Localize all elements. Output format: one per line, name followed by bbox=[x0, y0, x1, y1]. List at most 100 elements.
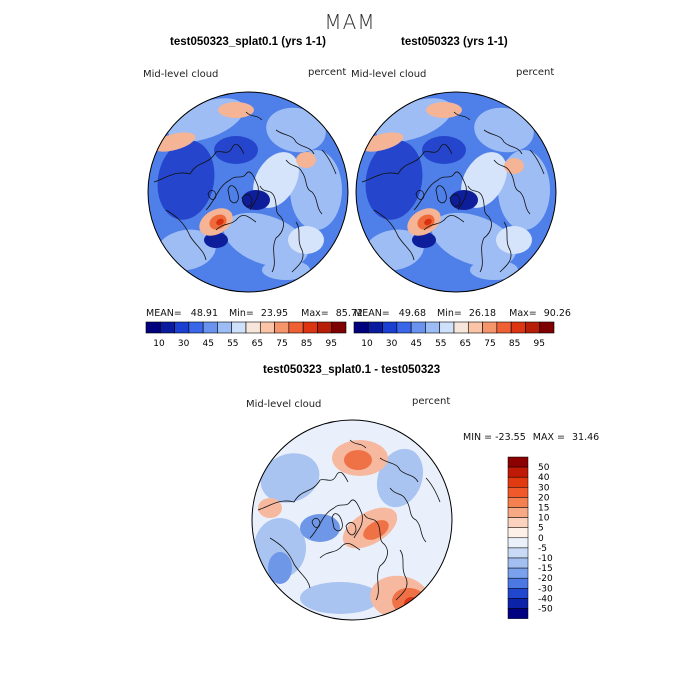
panel2-variable-label: Mid-level cloud bbox=[351, 69, 427, 80]
diff-colorbar-swatch bbox=[507, 567, 529, 579]
diff-polar-map bbox=[251, 419, 453, 621]
panel1-units-label: percent bbox=[308, 67, 347, 78]
diff-colorbar-tick-label: 15 bbox=[538, 504, 549, 514]
panel1-colorbar-tick-label: 85 bbox=[301, 339, 312, 349]
panel1-colorbar-tick-label: 95 bbox=[325, 339, 336, 349]
map1-outline bbox=[147, 91, 349, 293]
diff-colorbar-swatch bbox=[507, 507, 529, 518]
map1-coastlines bbox=[153, 111, 337, 273]
diff-colorbar-tick-label: -40 bbox=[538, 594, 553, 604]
panel2-colorbar-swatch bbox=[353, 321, 369, 334]
diff-colorbar-tick-label: 10 bbox=[538, 514, 550, 524]
panel1-mean-label: MEAN= bbox=[146, 308, 182, 319]
diff-colorbar-tick-label: 5 bbox=[538, 524, 544, 534]
diff-colorbar-tick-label: -5 bbox=[538, 544, 547, 554]
panel1-colorbar-swatch bbox=[288, 321, 304, 334]
panel2-min-value: 26.18 bbox=[468, 308, 497, 319]
diff-minmax: MIN = -23.55 MAX = 31.46 bbox=[463, 432, 599, 443]
panel2-max-label: Max= bbox=[509, 308, 537, 319]
panel1-colorbar-tick-label: 10 bbox=[153, 339, 165, 349]
panel2-colorbar-swatch bbox=[425, 321, 441, 334]
panel1-colorbar-swatch bbox=[317, 321, 333, 334]
diff-colorbar-tick-label: 0 bbox=[538, 534, 544, 544]
diff-min-value: -23.55 bbox=[495, 432, 526, 443]
map1-field bbox=[148, 92, 348, 292]
panel2-colorbar-swatch bbox=[482, 321, 498, 334]
panel1-colorbar-tick-label: 65 bbox=[252, 339, 263, 349]
field-region bbox=[470, 260, 518, 280]
field-region bbox=[260, 453, 320, 503]
diff-colorbar-tick-label: -10 bbox=[538, 554, 553, 564]
field-region bbox=[412, 232, 436, 248]
panel2-colorbar-tick-label: 75 bbox=[484, 339, 495, 349]
field-region bbox=[431, 212, 517, 268]
diff-colorbar-swatch bbox=[507, 608, 529, 619]
diff-colorbar-swatch bbox=[507, 527, 529, 539]
field-region bbox=[300, 514, 340, 542]
field-region bbox=[424, 218, 432, 226]
field-region bbox=[254, 518, 306, 578]
diff-colorbar-swatch bbox=[507, 466, 529, 478]
map3-outline bbox=[251, 419, 453, 621]
panel2-colorbar-tick-label: 55 bbox=[435, 339, 446, 349]
panel2-colorbar-swatch bbox=[510, 321, 526, 334]
field-region bbox=[360, 132, 404, 152]
diff-colorbar-swatch bbox=[507, 487, 529, 498]
panel1-min-label: Min= bbox=[229, 308, 254, 319]
diff-max-label: MAX = bbox=[532, 432, 565, 443]
panel1-colorbar-swatch bbox=[202, 321, 218, 334]
panel2-colorbar-tick-label: 10 bbox=[361, 339, 373, 349]
panel2-stats: MEAN= 49.68 Min= 26.18 Max= 90.26 bbox=[354, 308, 571, 319]
diff-colorbar-swatch bbox=[507, 577, 529, 589]
panel2-max-value: 90.26 bbox=[543, 308, 571, 319]
panel2-colorbar-swatch bbox=[467, 321, 483, 334]
diff-colorbar-swatch bbox=[507, 456, 529, 468]
panel1-colorbar-swatch bbox=[174, 321, 190, 334]
field-region bbox=[365, 140, 423, 220]
panel1-polar-map bbox=[147, 91, 349, 293]
panel2-colorbar-tick-label: 95 bbox=[533, 339, 544, 349]
diff-max-value: 31.46 bbox=[572, 432, 600, 443]
field-region bbox=[422, 136, 466, 164]
panel2-mean-label: MEAN= bbox=[354, 308, 390, 319]
panel2-colorbar-swatch bbox=[496, 321, 512, 334]
field-region bbox=[266, 107, 326, 153]
panel2-colorbar-tick-label: 45 bbox=[410, 339, 421, 349]
panel2-colorbar-tick-label: 65 bbox=[460, 339, 471, 349]
season-title: MAM bbox=[324, 10, 376, 34]
panel1-colorbar-swatch bbox=[188, 321, 204, 334]
map3-coastlines bbox=[257, 439, 441, 601]
field-region bbox=[152, 132, 196, 152]
field-region bbox=[376, 448, 424, 508]
diff-colorbar-tick-label: 20 bbox=[538, 493, 550, 503]
panel1-colorbar-swatch bbox=[302, 321, 318, 334]
diff-colorbar-tick-label: -50 bbox=[538, 605, 553, 615]
diff-title: test050323_splat0.1 - test050323 bbox=[263, 364, 441, 376]
panel1-colorbar-swatch bbox=[145, 321, 161, 334]
diff-colorbar-swatch bbox=[507, 517, 529, 528]
panel1-colorbar-tick-label: 75 bbox=[276, 339, 287, 349]
field-region bbox=[288, 226, 324, 254]
diff-colorbar-tick-label: -30 bbox=[538, 584, 553, 594]
field-region bbox=[223, 212, 309, 268]
panel2-colorbar-swatch bbox=[439, 321, 455, 334]
panel2-polar-map bbox=[355, 91, 557, 293]
panel1-colorbar-swatch bbox=[217, 321, 233, 334]
field-region bbox=[268, 552, 292, 584]
diff-colorbar-tick-label: -15 bbox=[538, 564, 553, 574]
panel1-colorbar-tick-label: 30 bbox=[178, 339, 190, 349]
panel2-colorbar-tick-label: 30 bbox=[386, 339, 398, 349]
field-region bbox=[258, 498, 282, 518]
field-region bbox=[204, 232, 228, 248]
field-region bbox=[290, 150, 342, 230]
panel1-colorbar: 10 30 45 55 65 75 85 95 bbox=[145, 321, 347, 349]
diff-colorbar-tick-label: 40 bbox=[538, 473, 550, 483]
field-region bbox=[214, 136, 258, 164]
map2-field bbox=[356, 92, 556, 292]
diff-units-label: percent bbox=[412, 396, 451, 407]
field-region bbox=[296, 152, 316, 168]
field-region bbox=[426, 102, 462, 118]
panel2-title: test050323 (yrs 1-1) bbox=[401, 36, 508, 48]
diff-colorbar-swatch bbox=[507, 557, 529, 569]
